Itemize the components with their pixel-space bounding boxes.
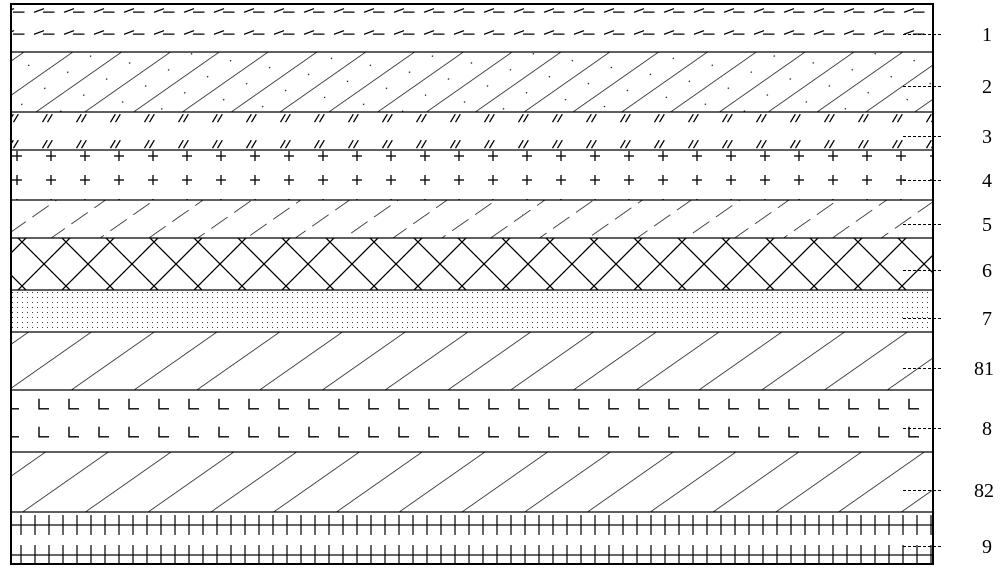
leader-2 (903, 86, 941, 87)
layer-7 (11, 290, 933, 332)
layer-81 (11, 332, 933, 390)
leader-1 (903, 34, 941, 35)
layer-4 (11, 150, 933, 200)
layer-5 (11, 200, 933, 238)
label-81: 81 (974, 358, 994, 381)
leader-7 (903, 318, 941, 319)
layer-1 (11, 4, 933, 52)
layer-82 (11, 452, 933, 512)
layered-diagram (0, 0, 1000, 571)
leader-5 (903, 224, 941, 225)
label-4: 4 (982, 170, 992, 193)
label-2: 2 (982, 76, 992, 99)
layer-2 (11, 52, 933, 112)
layer-6 (11, 238, 933, 290)
label-1: 1 (982, 24, 992, 47)
label-82: 82 (974, 480, 994, 503)
layer-8 (11, 390, 933, 452)
leader-81 (903, 368, 941, 369)
leader-8 (903, 428, 941, 429)
leader-6 (903, 270, 941, 271)
layer-9 (11, 512, 933, 564)
label-9: 9 (982, 536, 992, 559)
label-5: 5 (982, 214, 992, 237)
leader-9 (903, 546, 941, 547)
label-8: 8 (982, 418, 992, 441)
label-6: 6 (982, 260, 992, 283)
leader-82 (903, 490, 941, 491)
leader-3 (903, 136, 941, 137)
label-7: 7 (982, 308, 992, 331)
layer-3 (11, 112, 933, 150)
label-3: 3 (982, 126, 992, 149)
leader-4 (903, 180, 941, 181)
